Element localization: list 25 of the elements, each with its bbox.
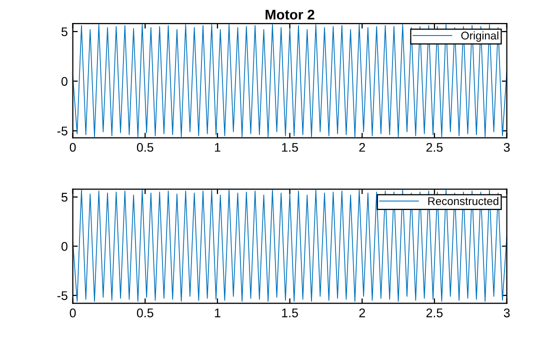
x-tick-label: 2 — [359, 142, 365, 152]
x-tick-label: 2 — [359, 308, 365, 318]
x-tick-label: 0.5 — [136, 308, 154, 318]
line-series — [72, 190, 507, 302]
x-tick-label: 0 — [70, 308, 76, 318]
x-tick-label: 2.5 — [426, 308, 443, 318]
y-tick-label: 5 — [61, 192, 68, 202]
x-tick-label: 1 — [214, 143, 220, 152]
y-tick-label: 0 — [61, 76, 68, 86]
x-tick-label: 0 — [70, 142, 76, 152]
legend-label: Original — [461, 31, 498, 42]
x-tick-label: 3 — [504, 308, 510, 318]
line-series — [72, 24, 507, 138]
y-tick-label: 0 — [61, 242, 68, 251]
x-tick-label: 0.5 — [136, 142, 154, 152]
x-tick-label: 1.5 — [282, 308, 298, 318]
legend-label: Reconstructed — [428, 196, 498, 206]
y-tick-label: -5 — [57, 291, 68, 300]
x-tick-label: 2.5 — [426, 142, 443, 152]
y-tick-label: -5 — [57, 126, 68, 136]
x-tick-label: 3 — [504, 142, 510, 152]
y-tick-label: 5 — [61, 27, 68, 36]
x-tick-label: 1.5 — [282, 143, 298, 152]
x-tick-label: 1 — [214, 308, 220, 318]
chart-title: Motor 2 — [266, 10, 314, 20]
